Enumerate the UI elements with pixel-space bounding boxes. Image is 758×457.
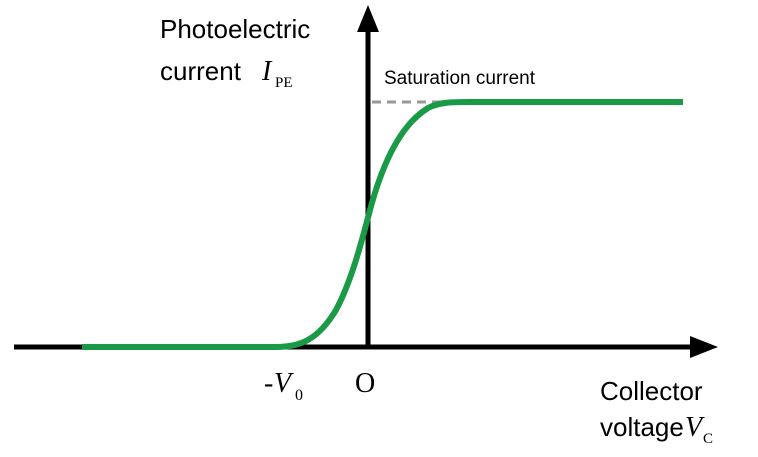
y-axis-arrow [357, 5, 379, 32]
stopping-voltage-symbol: V [274, 368, 294, 399]
y-axis-label-line1: Photoelectric [160, 14, 310, 44]
saturation-label: Saturation current [384, 68, 536, 89]
y-axis-symbol: I [261, 56, 273, 87]
x-axis-label-line2: voltage [600, 412, 684, 442]
x-axis-arrow [690, 336, 718, 358]
origin-label: O [355, 368, 375, 399]
x-axis-label-line1: Collector [600, 376, 703, 406]
x-axis-symbol: V [685, 412, 705, 443]
y-axis-label-line2: current [160, 56, 242, 86]
current-curve [82, 99, 683, 350]
x-axis-subscript: C [703, 431, 713, 447]
y-axis-label-word: current [160, 56, 242, 86]
stopping-voltage-prefix: - [264, 368, 273, 399]
y-axis-subscript: PE [275, 75, 293, 91]
stopping-voltage-subscript: 0 [295, 387, 303, 404]
